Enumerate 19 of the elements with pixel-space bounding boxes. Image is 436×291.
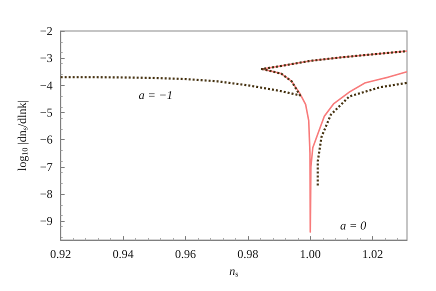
x-tick-label: 0.96 <box>174 247 196 262</box>
y-tick-label: −5 <box>40 105 53 120</box>
x-tick-label: 1.02 <box>362 247 384 262</box>
y-tick-label: −7 <box>40 160 53 174</box>
y-tick-label: −3 <box>40 51 53 66</box>
y-tick-label: −6 <box>40 132 53 147</box>
y-axis-title: log10 |dns/dlnk| <box>15 100 30 172</box>
x-tick-label: 0.92 <box>50 247 72 262</box>
annotation: a = 0 <box>340 218 366 233</box>
x-tick-label: 0.94 <box>112 247 134 262</box>
x-tick-label: 0.98 <box>237 247 258 262</box>
line-series <box>316 82 408 187</box>
y-tick-label: −2 <box>40 24 53 38</box>
y-tick-label: −4 <box>40 78 53 92</box>
line-series <box>261 50 408 233</box>
annotation: a = −1 <box>138 88 173 102</box>
y-tick-label: −8 <box>40 186 53 201</box>
x-tick-label: 1.00 <box>300 247 321 262</box>
y-tick-label: −9 <box>40 214 53 228</box>
